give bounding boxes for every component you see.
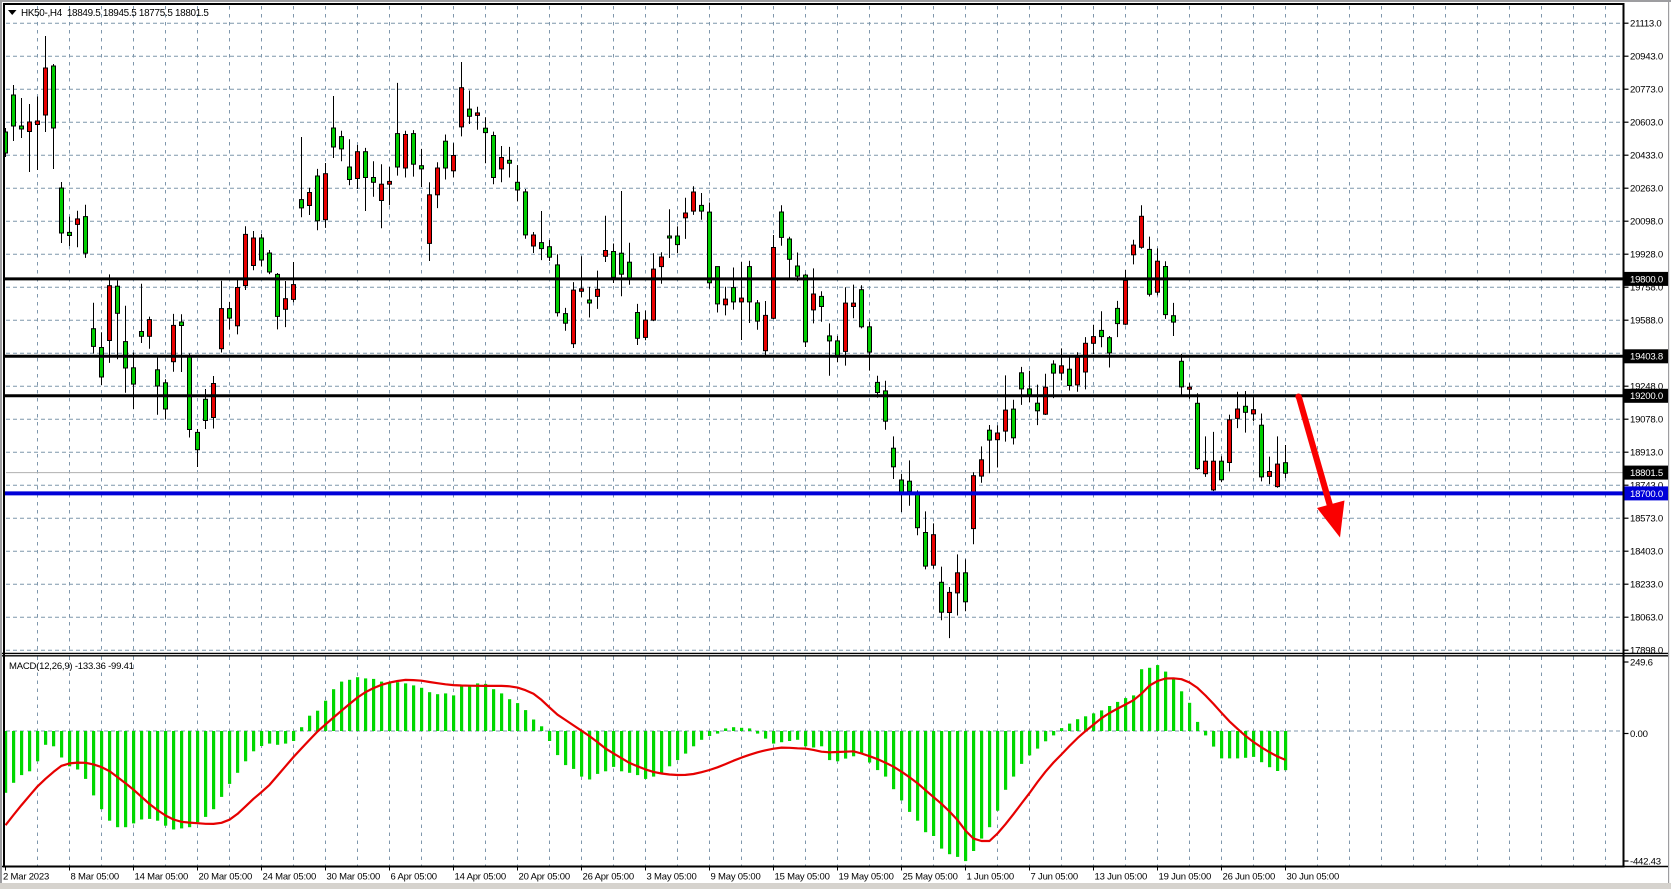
svg-text:20943.0: 20943.0 xyxy=(1630,52,1663,63)
svg-text:1 Jun 05:00: 1 Jun 05:00 xyxy=(967,872,1014,883)
svg-text:18913.0: 18913.0 xyxy=(1630,448,1663,459)
svg-text:19 May 05:00: 19 May 05:00 xyxy=(839,872,894,883)
svg-text:20098.0: 20098.0 xyxy=(1630,217,1663,228)
svg-text:30 Mar 05:00: 30 Mar 05:00 xyxy=(327,872,381,883)
svg-text:19588.0: 19588.0 xyxy=(1630,316,1663,327)
svg-text:14 Apr 05:00: 14 Apr 05:00 xyxy=(455,872,506,883)
svg-text:19078.0: 19078.0 xyxy=(1630,415,1663,426)
svg-text:7 Jun 05:00: 7 Jun 05:00 xyxy=(1031,872,1078,883)
svg-text:20 Mar 05:00: 20 Mar 05:00 xyxy=(199,872,253,883)
svg-text:20603.0: 20603.0 xyxy=(1630,118,1663,129)
svg-text:19928.0: 19928.0 xyxy=(1630,250,1663,261)
svg-text:19403.8: 19403.8 xyxy=(1630,352,1663,363)
svg-text:15 May 05:00: 15 May 05:00 xyxy=(775,872,830,883)
svg-text:3 May 05:00: 3 May 05:00 xyxy=(647,872,697,883)
svg-text:2 Mar 2023: 2 Mar 2023 xyxy=(3,872,49,883)
svg-text:19 Jun 05:00: 19 Jun 05:00 xyxy=(1159,872,1212,883)
svg-text:8 Mar 05:00: 8 Mar 05:00 xyxy=(71,872,120,883)
svg-text:20 Apr 05:00: 20 Apr 05:00 xyxy=(519,872,570,883)
svg-text:18403.0: 18403.0 xyxy=(1630,547,1663,558)
svg-text:18801.5: 18801.5 xyxy=(1630,468,1663,479)
svg-text:20263.0: 20263.0 xyxy=(1630,184,1663,195)
svg-text:19248.0: 19248.0 xyxy=(1630,382,1663,393)
svg-text:19200.0: 19200.0 xyxy=(1630,391,1663,402)
svg-text:21113.0: 21113.0 xyxy=(1630,19,1662,30)
svg-text:18700.0: 18700.0 xyxy=(1630,489,1663,500)
svg-text:HK50-,H4 18849.5 18945.5 1877: HK50-,H4 18849.5 18945.5 18775.5 18801.5 xyxy=(21,8,209,19)
svg-text:26 Jun 05:00: 26 Jun 05:00 xyxy=(1223,872,1276,883)
svg-text:20773.0: 20773.0 xyxy=(1630,85,1663,96)
svg-text:18573.0: 18573.0 xyxy=(1630,514,1663,525)
svg-text:24 Mar 05:00: 24 Mar 05:00 xyxy=(263,872,317,883)
svg-text:MACD(12,26,9) -133.36 -99.41: MACD(12,26,9) -133.36 -99.41 xyxy=(9,661,134,672)
svg-text:18063.0: 18063.0 xyxy=(1630,613,1663,624)
svg-text:18743.0: 18743.0 xyxy=(1630,481,1663,492)
svg-text:17898.0: 17898.0 xyxy=(1630,646,1663,657)
svg-text:25 May 05:00: 25 May 05:00 xyxy=(903,872,958,883)
svg-text:9 May 05:00: 9 May 05:00 xyxy=(711,872,761,883)
svg-text:19800.0: 19800.0 xyxy=(1630,274,1663,285)
svg-text:18233.0: 18233.0 xyxy=(1630,580,1663,591)
svg-text:6 Apr 05:00: 6 Apr 05:00 xyxy=(391,872,437,883)
svg-text:13 Jun 05:00: 13 Jun 05:00 xyxy=(1095,872,1148,883)
svg-text:249.6: 249.6 xyxy=(1630,657,1653,668)
svg-text:14 Mar 05:00: 14 Mar 05:00 xyxy=(135,872,189,883)
svg-text:0.00: 0.00 xyxy=(1630,729,1648,740)
svg-text:30 Jun 05:00: 30 Jun 05:00 xyxy=(1287,872,1340,883)
svg-text:26 Apr 05:00: 26 Apr 05:00 xyxy=(583,872,634,883)
svg-text:19758.0: 19758.0 xyxy=(1630,283,1663,294)
svg-text:20433.0: 20433.0 xyxy=(1630,151,1663,162)
svg-text:-442.43: -442.43 xyxy=(1630,856,1661,867)
